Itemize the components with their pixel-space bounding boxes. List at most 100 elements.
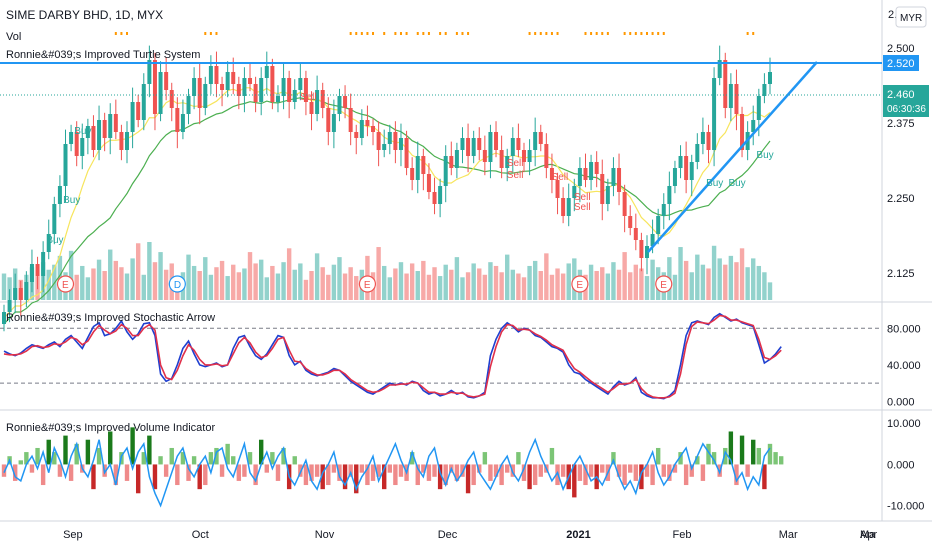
signal-dot xyxy=(461,32,464,35)
signal-dot xyxy=(534,32,537,35)
volume-bar xyxy=(538,271,543,300)
volume-indicator-bar xyxy=(583,464,588,486)
volume-bar xyxy=(219,260,225,300)
candle-body xyxy=(488,132,493,162)
volume-indicator-bar xyxy=(482,452,488,465)
volume-indicator-bar xyxy=(421,464,426,473)
candle-body xyxy=(343,96,348,108)
candle-body xyxy=(270,66,275,102)
signal-dot xyxy=(590,32,593,35)
candle-body xyxy=(264,66,269,78)
vol-label: Vol xyxy=(6,31,21,43)
currency-button[interactable] xyxy=(895,6,927,28)
candle-body xyxy=(231,72,236,84)
candle-body xyxy=(768,72,772,84)
event-marker[interactable] xyxy=(168,275,186,293)
candle-body xyxy=(7,300,12,312)
candle-body xyxy=(751,120,756,132)
volume-indicator-bar xyxy=(331,464,337,473)
volume-indicator-bar xyxy=(57,464,63,477)
signal-dot xyxy=(601,32,604,35)
volume-bar xyxy=(147,242,152,300)
stochastic-pane[interactable] xyxy=(0,312,882,400)
price-tick-label: 2.250 xyxy=(887,193,915,205)
candle-body xyxy=(482,150,487,162)
signal-dot xyxy=(640,32,643,35)
candle-body xyxy=(220,84,225,90)
candle-body xyxy=(533,132,538,150)
volume-indicator-bar xyxy=(320,464,325,490)
trend-line xyxy=(647,61,818,253)
signal-dot xyxy=(120,32,123,35)
volume-bar xyxy=(264,277,269,300)
buy-signal-label: Buy xyxy=(46,235,63,246)
sell-signal-label: Sell xyxy=(552,172,569,183)
volume-bar xyxy=(102,271,107,300)
candle-body xyxy=(164,72,169,90)
volume-bar xyxy=(521,277,527,300)
volume-indicator-bar xyxy=(773,452,778,465)
time-tick-label: Mar xyxy=(779,529,798,541)
volume-bar xyxy=(348,267,353,300)
volume-indicator-bar xyxy=(549,447,555,465)
volume-indicator-bar xyxy=(108,431,113,465)
volume-bar xyxy=(532,260,538,300)
buy-signal-label: Buy xyxy=(63,195,80,206)
event-marker[interactable] xyxy=(655,275,673,293)
candle-body xyxy=(119,132,124,150)
event-marker[interactable] xyxy=(571,275,589,293)
volume-bar xyxy=(432,267,437,300)
volume-indicator-bar xyxy=(683,464,689,486)
volume-indicator-bar xyxy=(96,447,102,465)
candle-body xyxy=(371,126,376,132)
volume-indicator-bar xyxy=(186,464,191,481)
volume-indicator-bar xyxy=(35,447,40,465)
volume-bar xyxy=(639,268,644,300)
signal-dot xyxy=(645,32,648,35)
volume-indicator-bar xyxy=(756,447,762,465)
volume-bar xyxy=(454,257,460,300)
volume-bar xyxy=(208,274,214,300)
volume-indicator-bar xyxy=(191,456,197,465)
volume-indicator-bar xyxy=(667,464,672,481)
volume-bar xyxy=(683,260,689,300)
candle-body xyxy=(331,114,336,132)
event-marker[interactable] xyxy=(358,275,377,293)
signal-dot xyxy=(539,32,542,35)
volume-indicator-bar xyxy=(650,464,655,486)
volume-bar xyxy=(560,273,566,300)
volume-bar xyxy=(398,262,404,300)
signal-dot xyxy=(584,32,587,35)
volume-bar xyxy=(700,264,706,300)
candle-body xyxy=(18,288,23,300)
volume-bar xyxy=(488,262,493,300)
volume-bar xyxy=(158,252,163,300)
volume-indicator-bar xyxy=(91,464,96,490)
volume-bar xyxy=(588,264,594,300)
volume-bar xyxy=(91,268,96,300)
volume-indicator-bar xyxy=(393,464,398,486)
candle-body xyxy=(622,192,627,216)
event-marker[interactable] xyxy=(56,275,75,293)
volume-bar xyxy=(745,267,750,300)
last-price-value: 2.460 xyxy=(887,89,915,101)
signal-dot xyxy=(545,32,548,35)
time-tick-label: Ma xyxy=(860,529,876,541)
volume-indicator-bar xyxy=(644,464,650,477)
candle-body xyxy=(320,90,325,108)
volume-bar xyxy=(74,274,79,300)
signal-dot xyxy=(634,32,637,35)
volume-bar xyxy=(46,269,51,300)
volume-indicator-bar xyxy=(85,439,91,465)
volume-indicator-tick-label: 10.000 xyxy=(887,418,921,430)
volume-indicator-bar xyxy=(762,464,767,490)
volume-indicator-bar xyxy=(499,464,504,486)
signal-dot xyxy=(629,32,632,35)
volume-indicator-bar xyxy=(225,443,230,465)
candle-body xyxy=(354,132,359,138)
volume-indicator-pane[interactable] xyxy=(1,427,784,508)
candle-body xyxy=(438,186,443,204)
volume-bar xyxy=(739,248,745,300)
